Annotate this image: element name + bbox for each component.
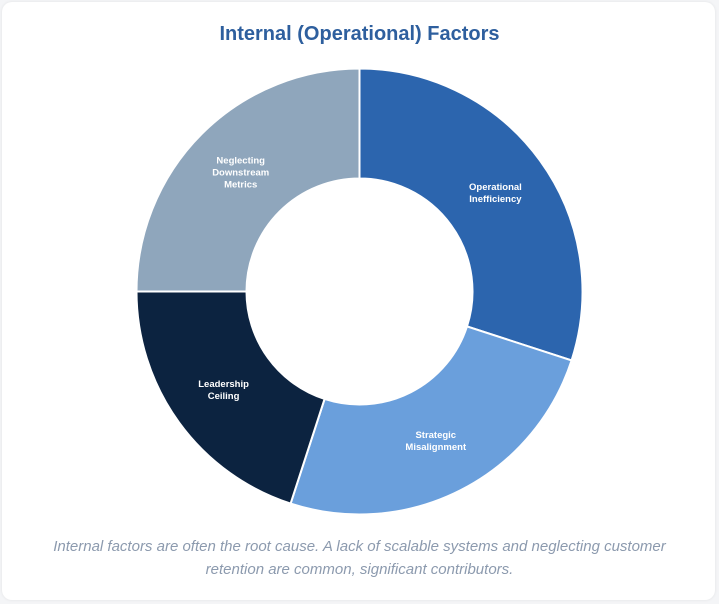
slice-label: Neglecting Downstream Metrics [212, 156, 269, 191]
slice-strategic-misalignment[interactable] [289, 325, 573, 516]
slice-label: Strategic Misalignment [405, 430, 467, 453]
slice-label: Operational Inefficiency [469, 182, 522, 205]
slice-operational-inefficiency[interactable] [358, 67, 584, 362]
slice-neglecting-downstream-metrics[interactable] [135, 67, 361, 293]
slice-label: Leadership Ceiling [198, 379, 249, 402]
slice-leadership-ceiling[interactable] [135, 290, 326, 505]
chart-caption: Internal factors are often the root caus… [53, 538, 666, 578]
chart-title: Internal (Operational) Factors [219, 23, 500, 45]
